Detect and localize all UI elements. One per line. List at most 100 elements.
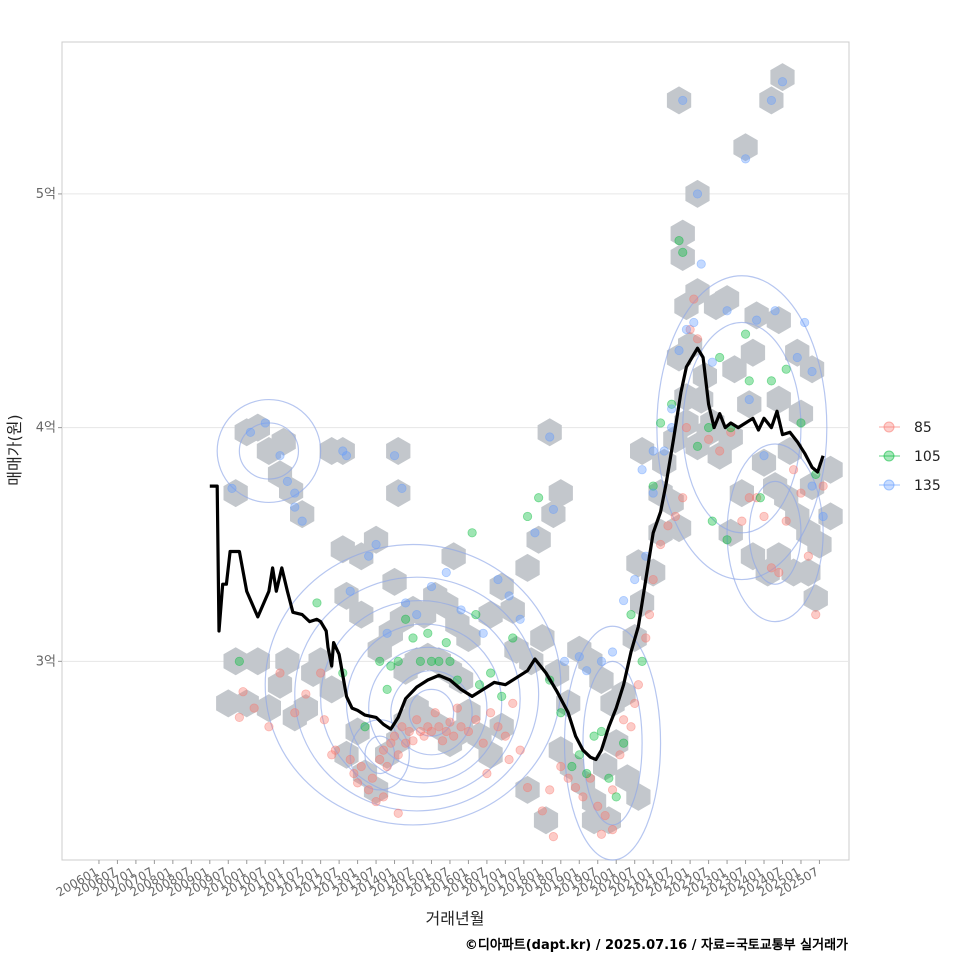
point-85 bbox=[426, 726, 437, 737]
point-105 bbox=[796, 418, 806, 428]
point-85 bbox=[319, 715, 329, 725]
point-85 bbox=[301, 689, 311, 699]
point-105 bbox=[674, 236, 684, 246]
density-contour bbox=[726, 443, 824, 623]
point-85 bbox=[445, 717, 455, 727]
density-contour bbox=[390, 670, 473, 756]
legend-label-85: 85 bbox=[914, 420, 932, 436]
caption: ©디아파트(dapt.kr) / 2025.07.16 / 자료=국토교통부 실… bbox=[464, 938, 848, 953]
point-105 bbox=[474, 680, 485, 690]
point-105 bbox=[382, 684, 392, 694]
hex-cell bbox=[766, 306, 791, 335]
point-85 bbox=[378, 792, 389, 802]
point-105 bbox=[234, 656, 244, 666]
hex-cell bbox=[223, 479, 248, 508]
point-135 bbox=[548, 504, 559, 515]
hex-cell bbox=[589, 666, 614, 694]
scatter-layer bbox=[227, 77, 828, 842]
hex-cell bbox=[581, 787, 607, 816]
point-85 bbox=[655, 539, 666, 550]
point-135 bbox=[678, 95, 688, 106]
point-105 bbox=[312, 598, 322, 608]
point-135 bbox=[364, 551, 374, 561]
point-105 bbox=[567, 761, 577, 772]
point-135 bbox=[689, 317, 699, 328]
point-135 bbox=[744, 394, 754, 405]
point-85 bbox=[375, 754, 385, 765]
hex-cell bbox=[489, 572, 514, 601]
hex-cell bbox=[626, 549, 651, 578]
point-105 bbox=[703, 423, 714, 433]
hex-cell bbox=[349, 542, 374, 571]
point-105 bbox=[497, 691, 507, 702]
hex-cell bbox=[279, 476, 304, 505]
point-85 bbox=[456, 722, 466, 732]
point-135 bbox=[807, 366, 817, 377]
density-contour bbox=[345, 623, 503, 784]
point-85 bbox=[371, 796, 381, 807]
point-105 bbox=[766, 376, 777, 386]
point-135 bbox=[297, 516, 307, 526]
hex-cell bbox=[596, 806, 621, 835]
point-85 bbox=[689, 294, 699, 304]
point-85 bbox=[648, 574, 658, 585]
point-85 bbox=[685, 324, 695, 335]
point-135 bbox=[681, 324, 692, 335]
hex-cell bbox=[293, 694, 318, 723]
point-85 bbox=[726, 427, 736, 437]
point-85 bbox=[412, 715, 422, 725]
density-contour bbox=[582, 660, 643, 826]
hex-cell bbox=[796, 558, 821, 587]
point-105 bbox=[423, 628, 433, 638]
point-105 bbox=[611, 792, 621, 802]
hex-cell bbox=[785, 338, 810, 367]
point-85 bbox=[633, 680, 643, 690]
point-85 bbox=[644, 609, 655, 620]
point-85 bbox=[766, 563, 777, 573]
point-135 bbox=[389, 451, 400, 461]
hex-cell bbox=[777, 437, 802, 465]
point-105 bbox=[434, 656, 444, 666]
point-105 bbox=[715, 352, 725, 363]
hex-cell bbox=[670, 219, 695, 248]
hex-cell bbox=[412, 600, 437, 629]
point-85 bbox=[545, 785, 555, 795]
density-contour bbox=[264, 543, 562, 826]
hex-cell bbox=[615, 764, 640, 793]
point-85 bbox=[430, 708, 440, 718]
point-85 bbox=[478, 738, 488, 748]
point-135 bbox=[674, 345, 684, 356]
point-85 bbox=[393, 808, 403, 818]
point-85 bbox=[275, 668, 285, 678]
hex-cell bbox=[500, 595, 525, 624]
point-135 bbox=[341, 451, 352, 461]
legend-label-105: 105 bbox=[914, 449, 941, 465]
point-85 bbox=[715, 446, 725, 456]
point-85 bbox=[811, 609, 821, 620]
point-105 bbox=[755, 493, 765, 503]
point-105 bbox=[360, 722, 370, 732]
point-85 bbox=[678, 493, 688, 503]
point-105 bbox=[655, 418, 666, 428]
legend-key-point-135 bbox=[883, 479, 895, 491]
point-85 bbox=[389, 731, 400, 741]
hex-cell bbox=[290, 500, 315, 529]
point-85 bbox=[781, 516, 791, 526]
point-85 bbox=[796, 488, 806, 498]
point-135 bbox=[792, 352, 802, 363]
hex-cell bbox=[670, 243, 695, 271]
point-135 bbox=[630, 574, 640, 585]
point-85 bbox=[264, 722, 274, 732]
hex-cell bbox=[330, 437, 355, 465]
hex-cell bbox=[515, 553, 540, 582]
hex-cell bbox=[386, 437, 411, 465]
point-85 bbox=[522, 782, 533, 793]
point-85 bbox=[515, 745, 525, 755]
point-135 bbox=[759, 451, 769, 461]
point-135 bbox=[777, 77, 788, 87]
point-135 bbox=[766, 95, 777, 106]
point-85 bbox=[352, 778, 363, 788]
point-105 bbox=[637, 656, 647, 666]
hex-cell bbox=[685, 179, 710, 208]
y-axis: 3억 4억 5억 bbox=[36, 187, 62, 669]
